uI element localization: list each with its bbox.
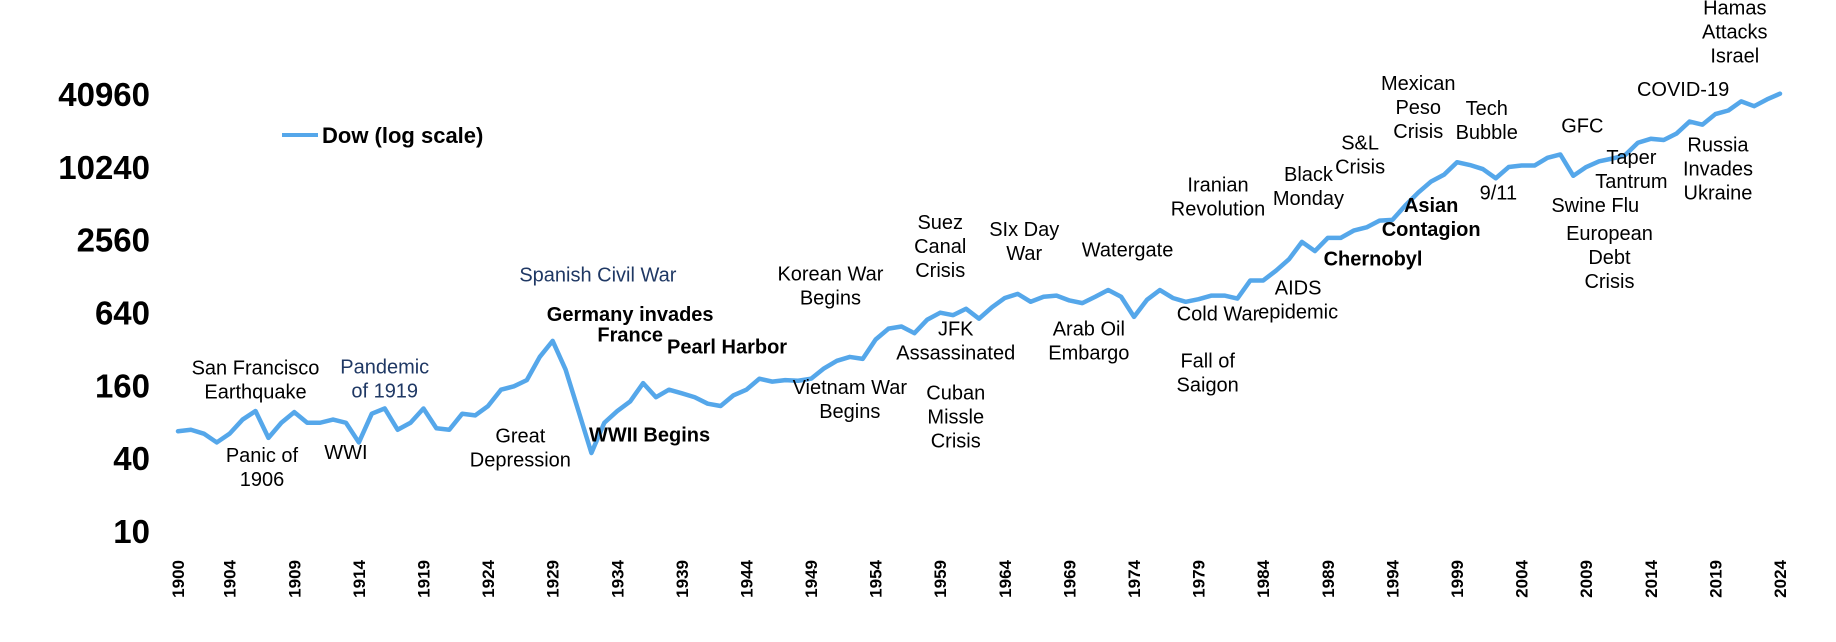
event-annotation: Suez Canal Crisis — [914, 212, 966, 282]
y-tick-label: 40 — [113, 440, 150, 477]
x-tick-label: 2024 — [1771, 559, 1790, 597]
y-tick-label: 40960 — [58, 76, 150, 113]
y-axis-ticks: 10 40 160 640 2560 10240 40960 — [58, 76, 150, 550]
x-tick-label: 1974 — [1125, 559, 1144, 597]
event-annotation: WWII Begins — [589, 424, 710, 446]
x-tick-label: 1939 — [673, 560, 692, 598]
x-tick-label: 2014 — [1642, 559, 1661, 597]
event-annotation: S&L Crisis — [1335, 133, 1385, 179]
event-annotations: San Francisco Earthquake Panic of 1906 WWI Pa… — [192, 0, 1768, 491]
x-tick-label: 1944 — [737, 559, 756, 597]
event-annotation: Russia Invades Ukraine — [1683, 134, 1753, 204]
y-tick-label: 160 — [95, 367, 150, 404]
x-tick-label: 1979 — [1190, 560, 1209, 598]
event-annotation: GFC — [1561, 116, 1603, 138]
event-annotation: San Francisco Earthquake — [192, 358, 320, 404]
x-tick-label: 1994 — [1383, 559, 1402, 597]
x-tick-label: 2004 — [1513, 559, 1532, 597]
event-annotation: European Debt Crisis — [1566, 223, 1653, 293]
event-annotation: Asian Contagion — [1382, 195, 1481, 241]
event-annotation: Iranian Revolution — [1171, 175, 1266, 221]
event-annotation: Arab Oil Embargo — [1048, 319, 1129, 365]
x-tick-label: 1969 — [1060, 560, 1079, 598]
event-annotation: Korean War Begins — [777, 263, 883, 309]
x-tick-label: 1900 — [169, 560, 188, 598]
x-tick-label: 2019 — [1706, 560, 1725, 598]
y-tick-label: 10240 — [58, 149, 150, 186]
event-annotation: Black Monday — [1273, 164, 1344, 210]
y-tick-label: 640 — [95, 295, 150, 332]
event-annotation: Panic of 1906 — [226, 445, 299, 491]
event-annotation: WWI — [324, 442, 367, 464]
event-annotation: Cuban Missle Crisis — [926, 382, 985, 452]
event-annotation: Taper Tantrum — [1595, 147, 1667, 193]
event-annotation: Spanish Civil War — [519, 264, 676, 286]
x-tick-label: 1904 — [221, 559, 240, 597]
event-annotation: Cold War — [1177, 304, 1260, 326]
x-tick-label: 1989 — [1319, 560, 1338, 598]
event-annotation: Vietnam War Begins — [793, 377, 908, 423]
event-annotation: AIDS epidemic — [1258, 277, 1338, 323]
event-annotation: SIx Day War — [989, 219, 1059, 265]
legend: Dow (log scale) — [282, 123, 483, 148]
x-tick-label: 1984 — [1254, 559, 1273, 597]
dow-series-line — [175, 91, 1783, 456]
event-annotation: COVID-19 — [1637, 79, 1729, 101]
event-annotation: Pandemic of 1919 — [340, 356, 429, 402]
event-annotation: Fall of Saigon — [1177, 350, 1239, 396]
event-annotation: Chernobyl — [1324, 248, 1423, 270]
x-tick-label: 1924 — [479, 559, 498, 597]
event-annotation: Mexican Peso Crisis — [1381, 73, 1455, 143]
x-tick-label: 1949 — [802, 560, 821, 598]
event-annotation: Swine Flu — [1551, 195, 1639, 217]
x-tick-label: 1959 — [931, 560, 950, 598]
x-tick-label: 1964 — [996, 559, 1015, 597]
x-tick-label: 1929 — [544, 560, 563, 598]
event-annotation: Pearl Harbor — [667, 336, 787, 358]
legend-label: Dow (log scale) — [322, 123, 483, 148]
event-annotation: Hamas Attacks Israel — [1702, 0, 1768, 67]
event-annotation: 9/11 — [1480, 183, 1517, 205]
x-axis-ticks: 1900 1904 1909 1914 1919 1924 1929 1934 1939 1944… — [169, 559, 1790, 597]
x-tick-label: 1914 — [350, 559, 369, 597]
x-tick-label: 1934 — [608, 559, 627, 597]
y-tick-label: 2560 — [77, 222, 150, 259]
event-annotation: JFK Assassinated — [896, 319, 1015, 365]
x-tick-label: 1909 — [285, 560, 304, 598]
x-tick-label: 1919 — [414, 560, 433, 598]
x-tick-label: 1999 — [1448, 560, 1467, 598]
event-annotation: Great Depression — [470, 425, 571, 471]
x-tick-label: 1954 — [867, 559, 886, 597]
y-tick-label: 10 — [113, 513, 150, 550]
event-annotation: Tech Bubble — [1456, 98, 1518, 144]
event-annotation: Germany invades — [547, 304, 714, 326]
series-group — [175, 91, 1783, 456]
event-annotation: Watergate — [1082, 239, 1174, 261]
x-tick-label: 2009 — [1577, 560, 1596, 598]
event-annotation: France — [597, 325, 663, 347]
